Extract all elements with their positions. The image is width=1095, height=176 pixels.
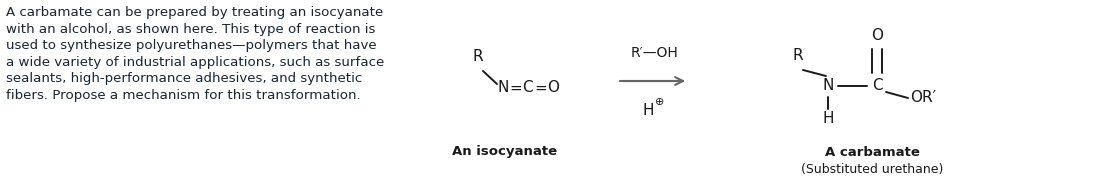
Text: H: H xyxy=(822,112,833,127)
Text: R: R xyxy=(472,49,483,64)
Text: =: = xyxy=(509,80,521,96)
Text: A carbamate: A carbamate xyxy=(825,146,920,159)
Text: ⊕: ⊕ xyxy=(655,97,665,107)
Text: =: = xyxy=(534,80,546,96)
Text: C: C xyxy=(872,78,883,93)
Text: N: N xyxy=(822,78,833,93)
Text: R: R xyxy=(792,48,803,63)
Text: O: O xyxy=(871,29,883,43)
Text: H: H xyxy=(642,103,654,118)
Text: An isocyanate: An isocyanate xyxy=(452,146,557,159)
Text: OR′: OR′ xyxy=(910,90,936,105)
Text: C: C xyxy=(522,80,532,96)
Text: N: N xyxy=(497,80,508,96)
Text: (Substituted urethane): (Substituted urethane) xyxy=(800,164,943,176)
Text: R′—OH: R′—OH xyxy=(630,46,678,60)
Text: A carbamate can be prepared by treating an isocyanate
with an alcohol, as shown : A carbamate can be prepared by treating … xyxy=(5,6,384,102)
Text: O: O xyxy=(548,80,560,96)
